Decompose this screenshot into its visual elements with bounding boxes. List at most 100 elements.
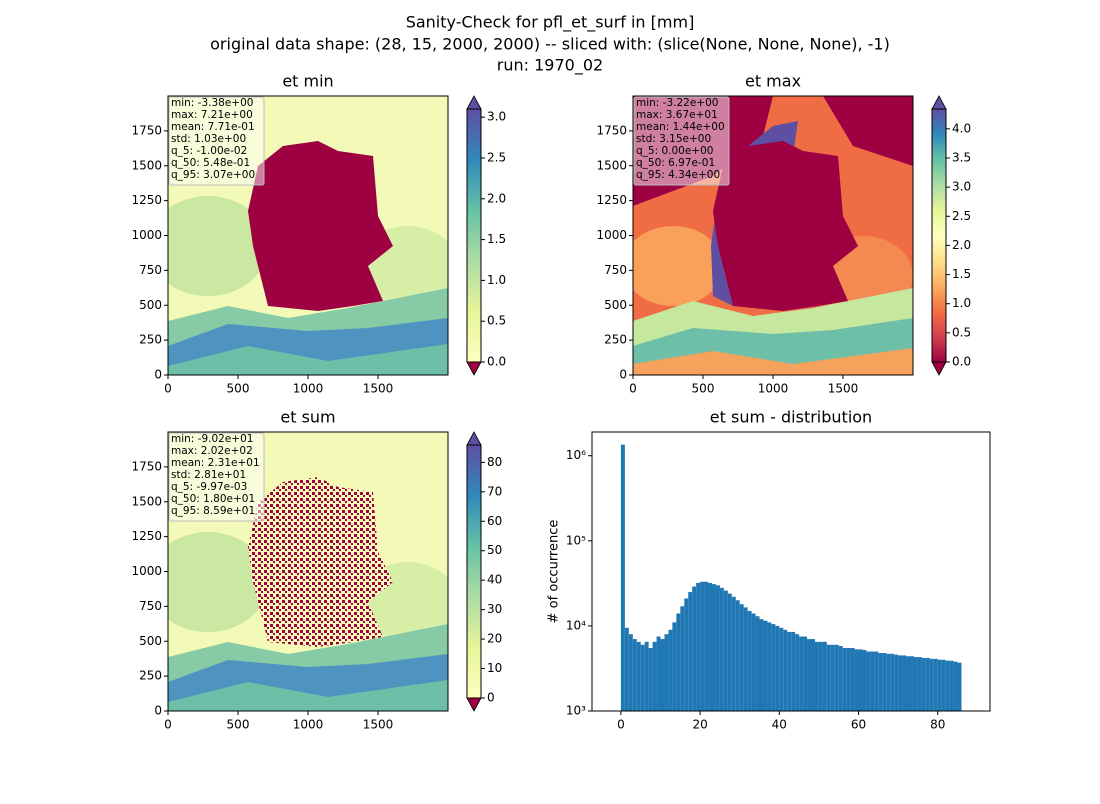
colorbar-tick-label: 0 — [487, 691, 495, 705]
suptitle: run: 1970_02 — [497, 56, 603, 76]
colorbar-frame — [931, 108, 947, 363]
bar — [660, 639, 665, 711]
bar — [759, 619, 764, 711]
bar — [692, 586, 697, 711]
bar — [807, 639, 811, 711]
stats-text: max: 3.67e+01 — [636, 109, 718, 121]
bar — [719, 587, 724, 711]
bar — [727, 593, 732, 711]
bar — [735, 600, 740, 711]
bar — [723, 590, 728, 711]
bar — [648, 648, 653, 711]
x-tick-label: 1500 — [363, 382, 394, 396]
x-tick-label: 0 — [617, 718, 625, 732]
y-tick-label: 1750 — [131, 123, 162, 137]
colorbar-extend — [466, 697, 482, 712]
bar — [783, 629, 788, 711]
suptitle: original data shape: (28, 15, 2000, 2000… — [210, 35, 890, 54]
colorbar-tick-label: 2.0 — [952, 238, 971, 252]
axes-title: et sum - distribution — [710, 408, 872, 427]
y-tick-label: 1500 — [596, 158, 627, 172]
x-tick-label: 40 — [772, 718, 787, 732]
colorbar-tick-label: 20 — [487, 632, 502, 646]
y-tick-label: 1500 — [131, 158, 162, 172]
bar — [866, 651, 871, 711]
axes-title: et min — [282, 72, 333, 91]
y-tick-label: 10⁵ — [566, 533, 586, 547]
colorbar-tick-label: 30 — [487, 602, 502, 616]
colorbar-frame — [466, 444, 482, 699]
bar — [929, 658, 934, 711]
bar — [945, 660, 950, 711]
y-tick-label: 1000 — [131, 564, 162, 578]
bar — [850, 648, 855, 711]
bar — [680, 606, 685, 711]
bar — [739, 604, 744, 711]
y-tick-label: 750 — [604, 263, 627, 277]
y-tick-label: 1750 — [596, 123, 627, 137]
colorbar-tick-label: 10 — [487, 661, 502, 675]
stats-text: max: 2.02e+02 — [171, 445, 253, 457]
axes-title: et sum — [280, 408, 335, 427]
y-tick-label: 10⁴ — [566, 618, 586, 632]
stats-text: mean: 1.44e+00 — [636, 121, 725, 133]
axes-frame — [591, 431, 991, 712]
bar — [814, 641, 819, 711]
bar — [854, 649, 859, 711]
bar — [704, 581, 709, 711]
bar — [834, 644, 839, 711]
bar — [688, 592, 693, 711]
y-tick-label: 1250 — [131, 193, 162, 207]
bar — [624, 627, 629, 711]
bar — [898, 655, 903, 711]
x-tick-label: 1000 — [293, 382, 324, 396]
bar — [818, 641, 823, 711]
colorbar-extend — [466, 431, 482, 446]
colorbar-tick-label: 40 — [487, 573, 502, 587]
stats-text: std: 3.15e+00 — [636, 133, 711, 145]
colorbar — [932, 109, 946, 362]
bar — [672, 622, 677, 711]
y-tick-label: 500 — [139, 298, 162, 312]
x-tick-label: 0 — [164, 382, 172, 396]
colorbar-tick-label: 1.0 — [487, 273, 506, 287]
bar — [910, 656, 914, 711]
bar — [652, 641, 657, 711]
bar — [937, 659, 942, 711]
colorbar-tick-label: 1.5 — [952, 267, 971, 281]
x-tick-label: 1000 — [758, 382, 789, 396]
bar — [700, 581, 705, 711]
bar — [636, 641, 641, 711]
bar — [858, 649, 863, 711]
y-tick-label: 1000 — [131, 228, 162, 242]
bar — [906, 656, 911, 711]
y-tick-label: 1000 — [596, 228, 627, 242]
y-tick-label: 250 — [139, 669, 162, 683]
bar — [656, 636, 661, 711]
y-tick-label: 1750 — [131, 459, 162, 473]
bar — [925, 657, 930, 711]
colorbar-tick-label: 0.0 — [487, 355, 506, 369]
bar — [644, 641, 649, 711]
bar — [941, 659, 946, 711]
bar — [779, 627, 784, 711]
stats-text: q_5: 0.00e+00 — [636, 145, 713, 157]
stats-text: q_95: 8.59e+01 — [171, 505, 255, 517]
bar — [731, 596, 736, 711]
bar — [862, 650, 867, 711]
bar — [795, 634, 800, 711]
bar — [886, 653, 891, 711]
bar — [878, 653, 883, 711]
x-tick-label: 1000 — [293, 718, 324, 732]
stats-text: q_50: 6.97e-01 — [636, 157, 715, 169]
stats-text: q_5: -1.00e-02 — [171, 145, 247, 157]
bar — [743, 607, 748, 711]
colorbar-frame — [466, 108, 482, 363]
bar — [771, 624, 776, 711]
bar — [953, 661, 958, 711]
bar — [799, 636, 804, 711]
bar — [747, 610, 752, 711]
x-tick-label: 1500 — [363, 718, 394, 732]
stats-text: min: -3.38e+00 — [171, 97, 253, 109]
y-tick-label: 750 — [139, 599, 162, 613]
